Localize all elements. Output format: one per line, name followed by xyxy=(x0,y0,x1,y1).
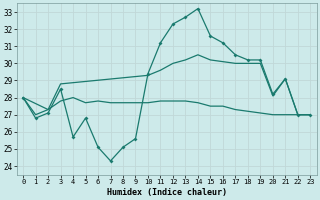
X-axis label: Humidex (Indice chaleur): Humidex (Indice chaleur) xyxy=(107,188,227,197)
